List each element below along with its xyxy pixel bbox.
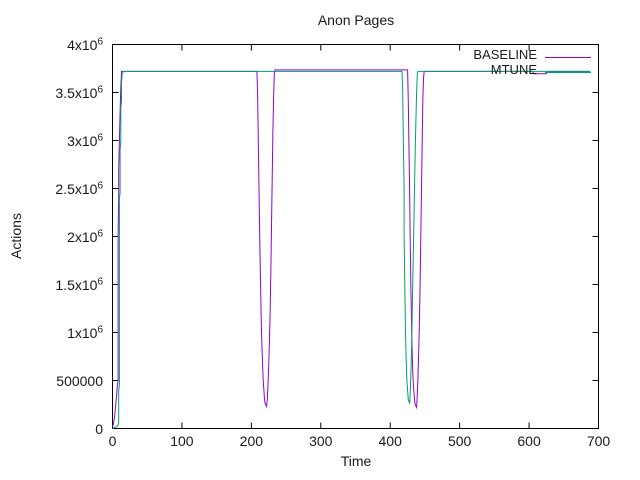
y-tick-label: 4x106	[67, 35, 103, 53]
x-tick-label: 300	[309, 433, 333, 449]
y-tick-label: 2x106	[67, 227, 103, 245]
x-tick-label: 0	[108, 433, 117, 449]
y-tick-label: 3x106	[67, 131, 103, 149]
chart-title: Anon Pages	[317, 12, 395, 28]
y-tick-label: 0	[95, 420, 103, 437]
plot-border	[112, 44, 599, 429]
y-tick-label: 3.5x106	[55, 83, 103, 101]
x-tick-label: 700	[586, 433, 611, 449]
x-axis-label: Time	[340, 453, 372, 469]
x-tick-label: 200	[239, 433, 264, 449]
y-tick-label: 500000	[56, 372, 103, 389]
y-tick-label: 1x106	[67, 323, 103, 341]
series-line-baseline	[112, 69, 591, 427]
legend-label-mtune: MTUNE	[490, 62, 537, 77]
x-tick-label: 500	[447, 433, 472, 449]
legend-label-baseline: BASELINE	[473, 47, 537, 62]
y-tick-label: 1.5x106	[55, 275, 103, 293]
x-tick-label: 100	[170, 433, 194, 449]
y-tick-label: 2.5x106	[55, 179, 103, 197]
series-line-mtune	[112, 70, 591, 429]
x-tick-label: 400	[378, 433, 402, 449]
x-tick-label: 600	[517, 433, 541, 449]
